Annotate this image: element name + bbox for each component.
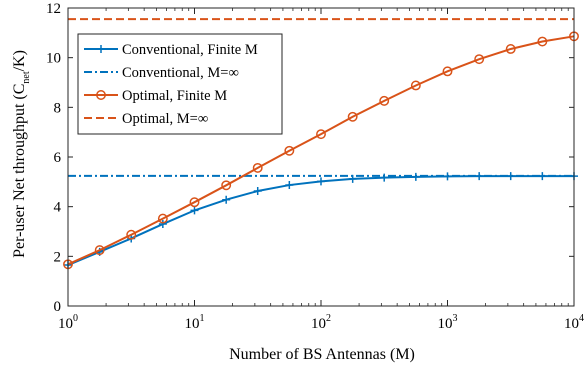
series-2-marker — [221, 180, 232, 191]
series-2-marker — [94, 245, 105, 256]
legend-marker-0 — [97, 45, 105, 53]
legend: Conventional, Finite M Conventional, M=∞ O… — [77, 33, 283, 135]
y-tick-label: 4 — [54, 200, 62, 216]
series-2-marker — [252, 162, 263, 173]
legend-label-0: Conventional, Finite M — [122, 42, 258, 58]
axes-layer: 0 2 4 6 8 10 12 100 101 102 103 104 — [46, 1, 584, 332]
series-0-marker — [506, 172, 515, 181]
series-2-marker — [379, 95, 390, 106]
x-axis-title: Number of BS Antennas (M) — [229, 346, 415, 363]
x-tick-label: 100 — [58, 313, 78, 332]
y-tick-label: 10 — [46, 51, 61, 67]
series-2-marker — [410, 80, 421, 91]
series-2-marker — [474, 54, 485, 65]
series-2-marker — [537, 36, 548, 47]
y-tick-label: 8 — [54, 100, 62, 116]
series-layer — [63, 18, 579, 270]
series-2-marker — [442, 66, 453, 77]
legend-label-1: Conventional, M=∞ — [122, 65, 239, 81]
legend-marker-2 — [96, 90, 106, 100]
series-2-marker — [126, 229, 137, 240]
series-0-marker — [158, 220, 167, 229]
x-tick-label: 101 — [185, 313, 205, 332]
series-0-marker — [222, 195, 231, 204]
series-0-marker — [317, 177, 325, 186]
series-2-marker — [157, 213, 168, 224]
y-tick-label: 6 — [54, 150, 62, 166]
y-tick-label: 2 — [54, 249, 62, 265]
series-0-marker — [190, 206, 199, 215]
x-tick-label: 102 — [311, 313, 331, 332]
x-tick-label: 104 — [564, 313, 584, 332]
legend-label-3: Optimal, M=∞ — [122, 111, 208, 127]
legend-label-2: Optimal, Finite M — [122, 88, 227, 104]
series-2-marker — [189, 197, 200, 208]
series-2-marker — [284, 145, 295, 156]
y-axis-title: Per-user Net throughput (Cnet/K) — [11, 50, 32, 258]
series-line-2 — [67, 35, 575, 266]
x-tick-label: 103 — [438, 313, 458, 332]
y-tick-label: 0 — [54, 299, 62, 315]
series-2-marker — [316, 129, 326, 140]
series-0-marker — [253, 187, 262, 196]
series-2-marker — [347, 111, 358, 122]
y-tick-label: 12 — [46, 1, 61, 17]
series-2-marker — [505, 44, 516, 54]
series-0-marker — [285, 181, 294, 190]
